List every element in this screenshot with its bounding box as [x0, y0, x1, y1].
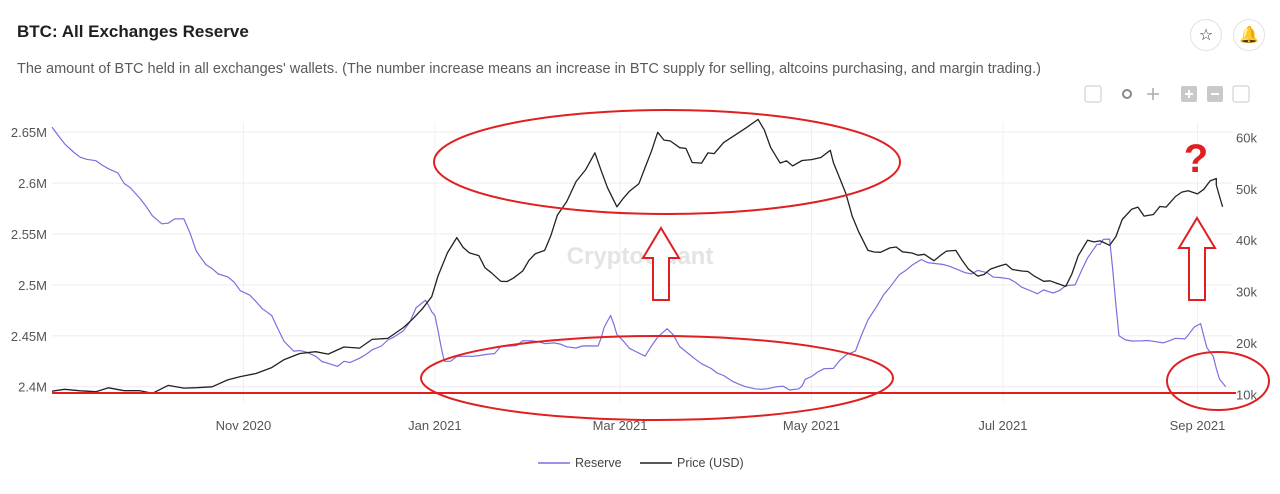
price-top-ellipse — [433, 109, 901, 215]
camera-icon[interactable] — [1084, 85, 1102, 103]
y-left-tick-label: 2.65M — [11, 125, 47, 140]
reserve-series-line — [51, 126, 1227, 391]
y-left-tick-label: 2.4M — [18, 380, 47, 395]
y-left-tick-label: 2.5M — [18, 278, 47, 293]
y-right-tick-label: 20k — [1236, 336, 1257, 351]
alert-button[interactable]: 🔔 — [1233, 19, 1265, 51]
bell-icon: 🔔 — [1239, 27, 1259, 44]
y-right-tick-label: 50k — [1236, 182, 1257, 197]
question-mark-annotation: ? — [1184, 137, 1208, 181]
x-tick-label: Mar 2021 — [593, 418, 648, 433]
page-subtitle: The amount of BTC held in all exchanges'… — [17, 61, 1041, 77]
y-right-tick-label: 40k — [1236, 233, 1257, 248]
up-arrow-middle — [641, 226, 681, 301]
y-right-tick-label: 60k — [1236, 130, 1257, 145]
page-title: BTC: All Exchanges Reserve — [17, 22, 249, 41]
star-icon: ☆ — [1198, 27, 1214, 44]
legend-label: Price (USD) — [677, 456, 744, 470]
watermark: CryptoQuant — [567, 243, 714, 270]
zoom-in-icon[interactable] — [1181, 86, 1197, 102]
y-left-tick-label: 2.45M — [11, 329, 47, 344]
favorite-button[interactable]: ☆ — [1190, 19, 1222, 51]
x-tick-label: Sep 2021 — [1170, 418, 1226, 433]
x-tick-label: May 2021 — [783, 418, 840, 433]
current-reserve-ellipse — [1166, 351, 1270, 411]
pan-icon[interactable] — [1145, 86, 1161, 102]
x-tick-label: Jan 2021 — [408, 418, 462, 433]
y-left-tick-label: 2.55M — [11, 227, 47, 242]
x-tick-label: Jul 2021 — [978, 418, 1027, 433]
y-right-tick-label: 30k — [1236, 285, 1257, 300]
annotation-overlay: ? — [52, 109, 1270, 421]
autoscale-icon[interactable] — [1232, 85, 1250, 103]
legend-label: Reserve — [575, 456, 622, 470]
y-left-tick-label: 2.6M — [18, 176, 47, 191]
x-tick-label: Nov 2020 — [216, 418, 272, 433]
y-right-tick-label: 10k — [1236, 387, 1257, 402]
zoom-icon[interactable] — [1119, 86, 1135, 102]
up-arrow-right — [1177, 216, 1217, 301]
reserve-price-chart: 2.4M 2.45M 2.5M 2.55M 2.6M 2.65M 10k 20k 30k 40k 5… — [11, 85, 1270, 470]
price-series-line — [51, 118, 1224, 394]
zoom-out-icon[interactable] — [1207, 86, 1223, 102]
reserve-bottom-ellipse — [420, 335, 894, 421]
